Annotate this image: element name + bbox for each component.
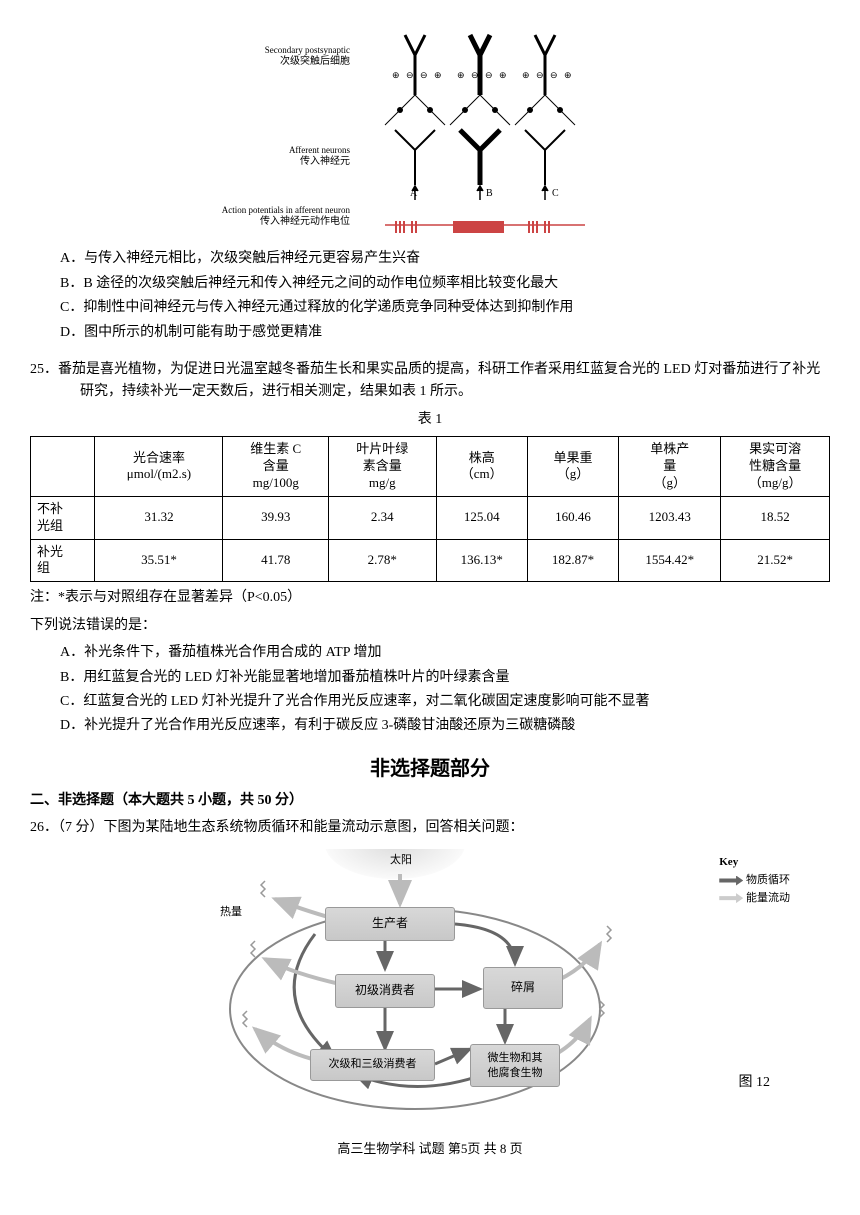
neuron-diagram-container: ⊕ ⊖ ⊖ ⊕ ⊕ ⊖ ⊖ ⊕ ⊕ ⊖ ⊖ ⊕ xyxy=(30,30,830,238)
q25-note: 注：*表示与对照组存在显著差异（P<0.05） xyxy=(30,587,830,609)
q24-option-b: B．B 途径的次级突触后神经元和传入神经元之间的动作电位频率相比较变化最大 xyxy=(60,273,830,295)
table-header: 株高 （cm） xyxy=(436,437,527,497)
q24-option-d: D．图中所示的机制可能有助于感觉更精准 xyxy=(60,322,830,344)
svg-text:⊕: ⊕ xyxy=(499,70,507,80)
q25-table-caption: 表 1 xyxy=(30,409,830,431)
svg-text:⊕: ⊕ xyxy=(392,70,400,80)
q24-option-c: C．抑制性中间神经元与传入神经元通过释放的化学递质竞争同种受体达到抑制作用 xyxy=(60,297,830,319)
sun-label: 太阳 xyxy=(390,852,412,870)
action-label-cn: 传入神经元动作电位 xyxy=(170,216,350,228)
secondary-box: 次级和三级消费者 xyxy=(310,1049,435,1081)
heat-label: 热量 xyxy=(220,904,242,922)
table-cell: 125.04 xyxy=(436,496,527,539)
q25-stem: 25．番茄是喜光植物，为促进日光温室越冬番茄生长和果实品质的提高，科研工作者采用… xyxy=(30,359,830,404)
table-cell: 18.52 xyxy=(721,496,830,539)
table-header: 光合速率 μmol/(m2.s) xyxy=(95,437,223,497)
q26-stem: 26．（7 分）下图为某陆地生态系统物质循环和能量流动示意图，回答相关问题： xyxy=(30,817,830,839)
svg-text:⊖: ⊖ xyxy=(550,70,558,80)
svg-text:⊕: ⊕ xyxy=(522,70,530,80)
table-cell: 补光 组 xyxy=(31,539,95,582)
neuron-svg: ⊕ ⊖ ⊖ ⊕ ⊕ ⊖ ⊖ ⊕ ⊕ ⊖ ⊖ ⊕ xyxy=(300,30,660,230)
table-cell: 35.51* xyxy=(95,539,223,582)
ecosystem-diagram: 太阳 热量 生产者 初级消费者 碎屑 次级和三级消费者 微生物和其 他腐食生物 xyxy=(205,849,655,1119)
q25-option-b: B．用红蓝复合光的 LED 灯补光能显著地增加番茄植株叶片的叶绿素含量 xyxy=(60,667,830,689)
table-cell: 39.93 xyxy=(223,496,329,539)
q25: 25．番茄是喜光植物，为促进日光温室越冬番茄生长和果实品质的提高，科研工作者采用… xyxy=(30,359,830,738)
table-header: 单果重 （g） xyxy=(527,437,618,497)
table-header: 果实可溶 性糖含量 （mg/g） xyxy=(721,437,830,497)
q26: 26．（7 分）下图为某陆地生态系统物质循环和能量流动示意图，回答相关问题： xyxy=(30,817,830,1119)
neuron-diagram: ⊕ ⊖ ⊖ ⊕ ⊕ ⊖ ⊖ ⊕ ⊕ ⊖ ⊖ ⊕ xyxy=(300,30,660,230)
table-cell: 31.32 xyxy=(95,496,223,539)
table-cell: 不补 光组 xyxy=(31,496,95,539)
svg-text:⊖: ⊖ xyxy=(420,70,428,80)
table-cell: 136.13* xyxy=(436,539,527,582)
q25-prompt: 下列说法错误的是： xyxy=(30,615,830,637)
table-cell: 2.78* xyxy=(329,539,436,582)
table-header: 叶片叶绿 素含量 mg/g xyxy=(329,437,436,497)
svg-text:⊕: ⊕ xyxy=(434,70,442,80)
key-matter: 物质循环 xyxy=(746,874,790,886)
afferent-label-cn: 传入神经元 xyxy=(210,156,350,168)
svg-text:⊖: ⊖ xyxy=(536,70,544,80)
table-row: 不补 光组31.3239.932.34125.04160.461203.4318… xyxy=(31,496,830,539)
afferent-label-en: Afferent neurons xyxy=(210,145,350,156)
decomposer-box: 微生物和其 他腐食生物 xyxy=(470,1044,560,1087)
svg-text:⊕: ⊕ xyxy=(564,70,572,80)
primary-box: 初级消费者 xyxy=(335,974,435,1007)
q25-table: 光合速率 μmol/(m2.s)维生素 C 含量 mg/100g叶片叶绿 素含量… xyxy=(30,436,830,582)
action-label-en: Action potentials in afferent neuron xyxy=(170,205,350,216)
q25-option-c: C．红蓝复合光的 LED 灯补光提升了光合作用光反应速率，对二氧化碳固定速度影响… xyxy=(60,691,830,713)
table-cell: 21.52* xyxy=(721,539,830,582)
table-cell: 1554.42* xyxy=(619,539,721,582)
table-cell: 160.46 xyxy=(527,496,618,539)
key-title: Key xyxy=(719,854,790,872)
q24-options: A．与传入神经元相比，次级突触后神经元更容易产生兴奋 B．B 途径的次级突触后神… xyxy=(60,248,830,344)
q25-option-d: D．补光提升了光合作用光反应速率，有利于碳反应 3-磷酸甘油酸还原为三碳糖磷酸 xyxy=(60,715,830,737)
svg-text:⊖: ⊖ xyxy=(485,70,493,80)
table-cell: 41.78 xyxy=(223,539,329,582)
q25-option-a: A．补光条件下，番茄植株光合作用合成的 ATP 增加 xyxy=(60,642,830,664)
table-row: 补光 组35.51*41.782.78*136.13*182.87*1554.4… xyxy=(31,539,830,582)
secondary-label-en: Secondary postsynaptic xyxy=(210,45,350,56)
secondary-label-cn: 次级突触后细胞 xyxy=(210,56,350,68)
table-cell: 182.87* xyxy=(527,539,618,582)
svg-text:⊕: ⊕ xyxy=(457,70,465,80)
table-cell: 2.34 xyxy=(329,496,436,539)
figure-caption: 图 12 xyxy=(739,1072,771,1094)
diagram-key: Key 物质循环 能量流动 xyxy=(719,854,790,907)
path-a-label: A xyxy=(410,188,417,200)
path-c-label: C xyxy=(552,188,559,200)
section-title: 非选择题部分 xyxy=(30,753,830,785)
part2-intro: 二、非选择题（本大题共 5 小题，共 50 分） xyxy=(30,790,830,812)
svg-text:⊖: ⊖ xyxy=(406,70,414,80)
table-cell: 1203.43 xyxy=(619,496,721,539)
detritus-box: 碎屑 xyxy=(483,967,563,1008)
page-footer: 高三生物学科 试题 第5页 共 8 页 xyxy=(30,1139,830,1160)
table-header: 单株产 量 （g） xyxy=(619,437,721,497)
producer-box: 生产者 xyxy=(325,907,455,940)
path-b-label: B xyxy=(486,188,493,200)
svg-text:⊖: ⊖ xyxy=(471,70,479,80)
q24-option-a: A．与传入神经元相比，次级突触后神经元更容易产生兴奋 xyxy=(60,248,830,270)
table-header xyxy=(31,437,95,497)
table-header: 维生素 C 含量 mg/100g xyxy=(223,437,329,497)
key-energy: 能量流动 xyxy=(746,892,790,904)
